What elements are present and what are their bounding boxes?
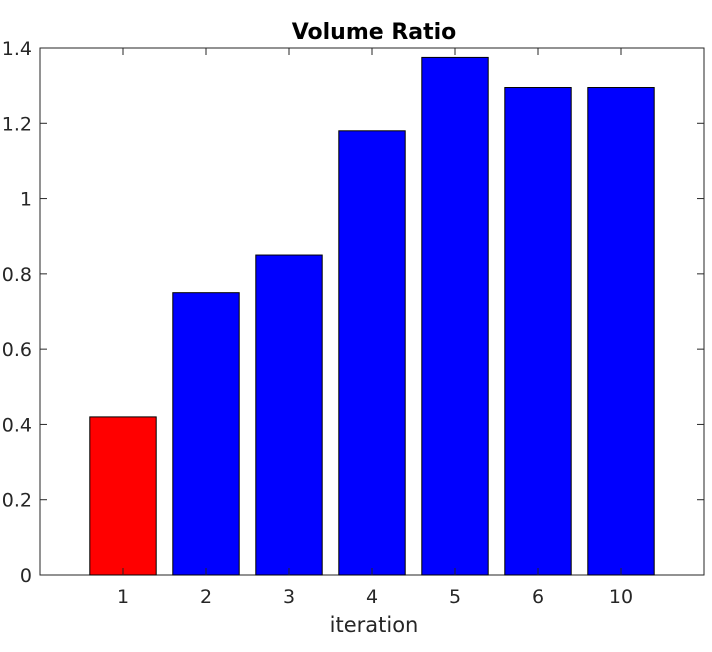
x-axis-ticks: 1 2 3 4 5 6 10: [117, 48, 633, 608]
x-tick-label: 3: [283, 586, 295, 608]
bar-4: [338, 130, 406, 576]
y-tick-label: 0.2: [2, 490, 32, 512]
y-tick-label: 0: [20, 565, 32, 587]
x-tick-label: 2: [200, 586, 212, 608]
y-tick-label: 1: [20, 189, 32, 211]
y-axis-ticks: 0 0.2 0.4 0.6 0.8 1 1.2 1.4: [2, 38, 704, 587]
bar-3: [255, 254, 323, 576]
bar-5: [421, 56, 489, 576]
y-tick-label: 0.8: [2, 264, 32, 286]
x-tick-label: 6: [532, 586, 544, 608]
bar-10: [587, 87, 655, 576]
x-tick-label: 5: [449, 586, 461, 608]
x-tick-label: 10: [609, 586, 633, 608]
x-tick-label: 1: [117, 586, 129, 608]
y-tick-label: 0.4: [2, 414, 32, 436]
bar-6: [504, 87, 572, 576]
chart-title: Volume Ratio: [292, 20, 457, 45]
x-tick-label: 4: [366, 586, 378, 608]
bar-2: [172, 292, 240, 576]
x-axis-label: iteration: [330, 613, 419, 637]
y-tick-label: 1.2: [2, 113, 32, 135]
bar-1: [89, 416, 157, 576]
y-tick-label: 1.4: [2, 38, 32, 60]
y-tick-label: 0.6: [2, 339, 32, 361]
bars-layer: [89, 56, 655, 576]
